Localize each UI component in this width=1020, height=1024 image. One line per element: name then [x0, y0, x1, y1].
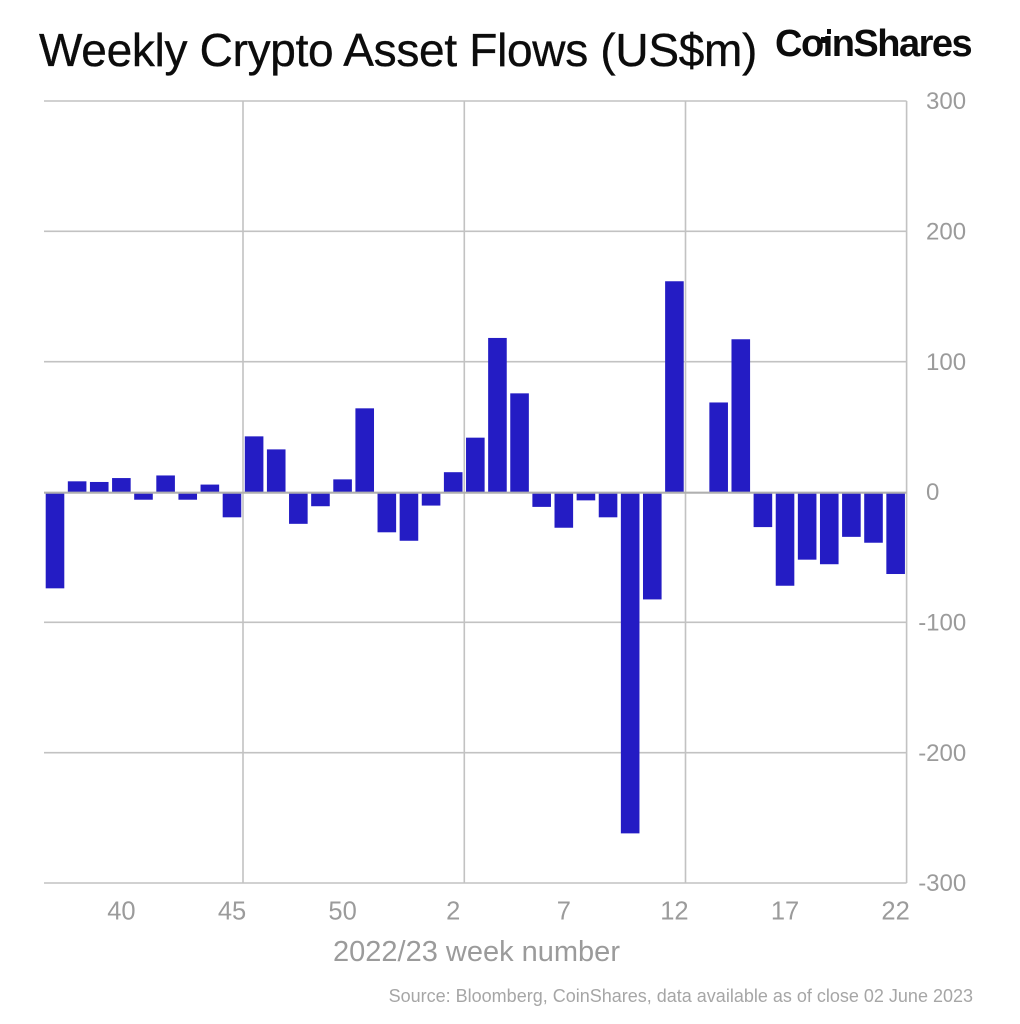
svg-text:17: 17 — [771, 897, 799, 925]
svg-text:200: 200 — [926, 219, 966, 246]
svg-text:12: 12 — [660, 897, 688, 925]
svg-text:45: 45 — [218, 897, 246, 925]
svg-text:-100: -100 — [918, 610, 966, 637]
svg-text:22: 22 — [881, 897, 909, 925]
svg-text:100: 100 — [926, 349, 966, 376]
svg-text:300: 300 — [926, 88, 966, 115]
svg-text:40: 40 — [107, 897, 135, 925]
svg-text:-300: -300 — [918, 870, 966, 897]
svg-text:2022/23 week number: 2022/23 week number — [333, 936, 620, 968]
svg-text:7: 7 — [557, 897, 571, 925]
svg-text:2: 2 — [446, 897, 460, 925]
svg-text:50: 50 — [328, 897, 356, 925]
svg-text:Source: Bloomberg, CoinShares,: Source: Bloomberg, CoinShares, data avai… — [389, 986, 973, 1006]
svg-text:0: 0 — [926, 479, 939, 506]
svg-text:-200: -200 — [918, 740, 966, 767]
